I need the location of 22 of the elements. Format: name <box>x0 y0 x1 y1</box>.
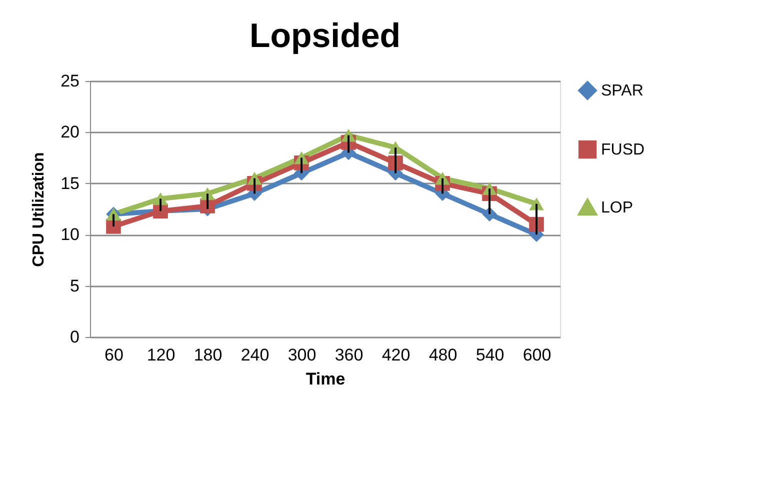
y-tick-label: 10 <box>60 225 80 244</box>
x-tick-label: 540 <box>476 346 504 364</box>
y-tick-label: 0 <box>70 328 80 346</box>
y-tick-label: 15 <box>60 174 80 193</box>
x-tick-label: 180 <box>194 346 222 364</box>
x-tick-label: 480 <box>428 346 458 364</box>
legend-label: LOP <box>601 200 634 216</box>
x-axis-title: Time <box>306 370 346 388</box>
x-tick-label: 300 <box>288 346 316 364</box>
x-tick-label: 360 <box>334 346 364 364</box>
x-tick-label: 420 <box>382 346 410 364</box>
x-tick-label: 60 <box>104 346 124 364</box>
y-tick-label: 5 <box>70 276 80 296</box>
chart-title: Lopsided <box>249 17 401 55</box>
y-tick-label: 25 <box>60 72 80 90</box>
legend-label: SPAR <box>601 82 644 100</box>
legend-label: FUSD <box>601 142 645 158</box>
y-axis-title: CPU Utilization <box>30 152 48 267</box>
y-tick-label: 20 <box>60 122 80 142</box>
x-tick-label: 120 <box>146 346 176 364</box>
x-tick-label: 600 <box>522 346 552 364</box>
x-tick-label: 240 <box>240 346 270 364</box>
